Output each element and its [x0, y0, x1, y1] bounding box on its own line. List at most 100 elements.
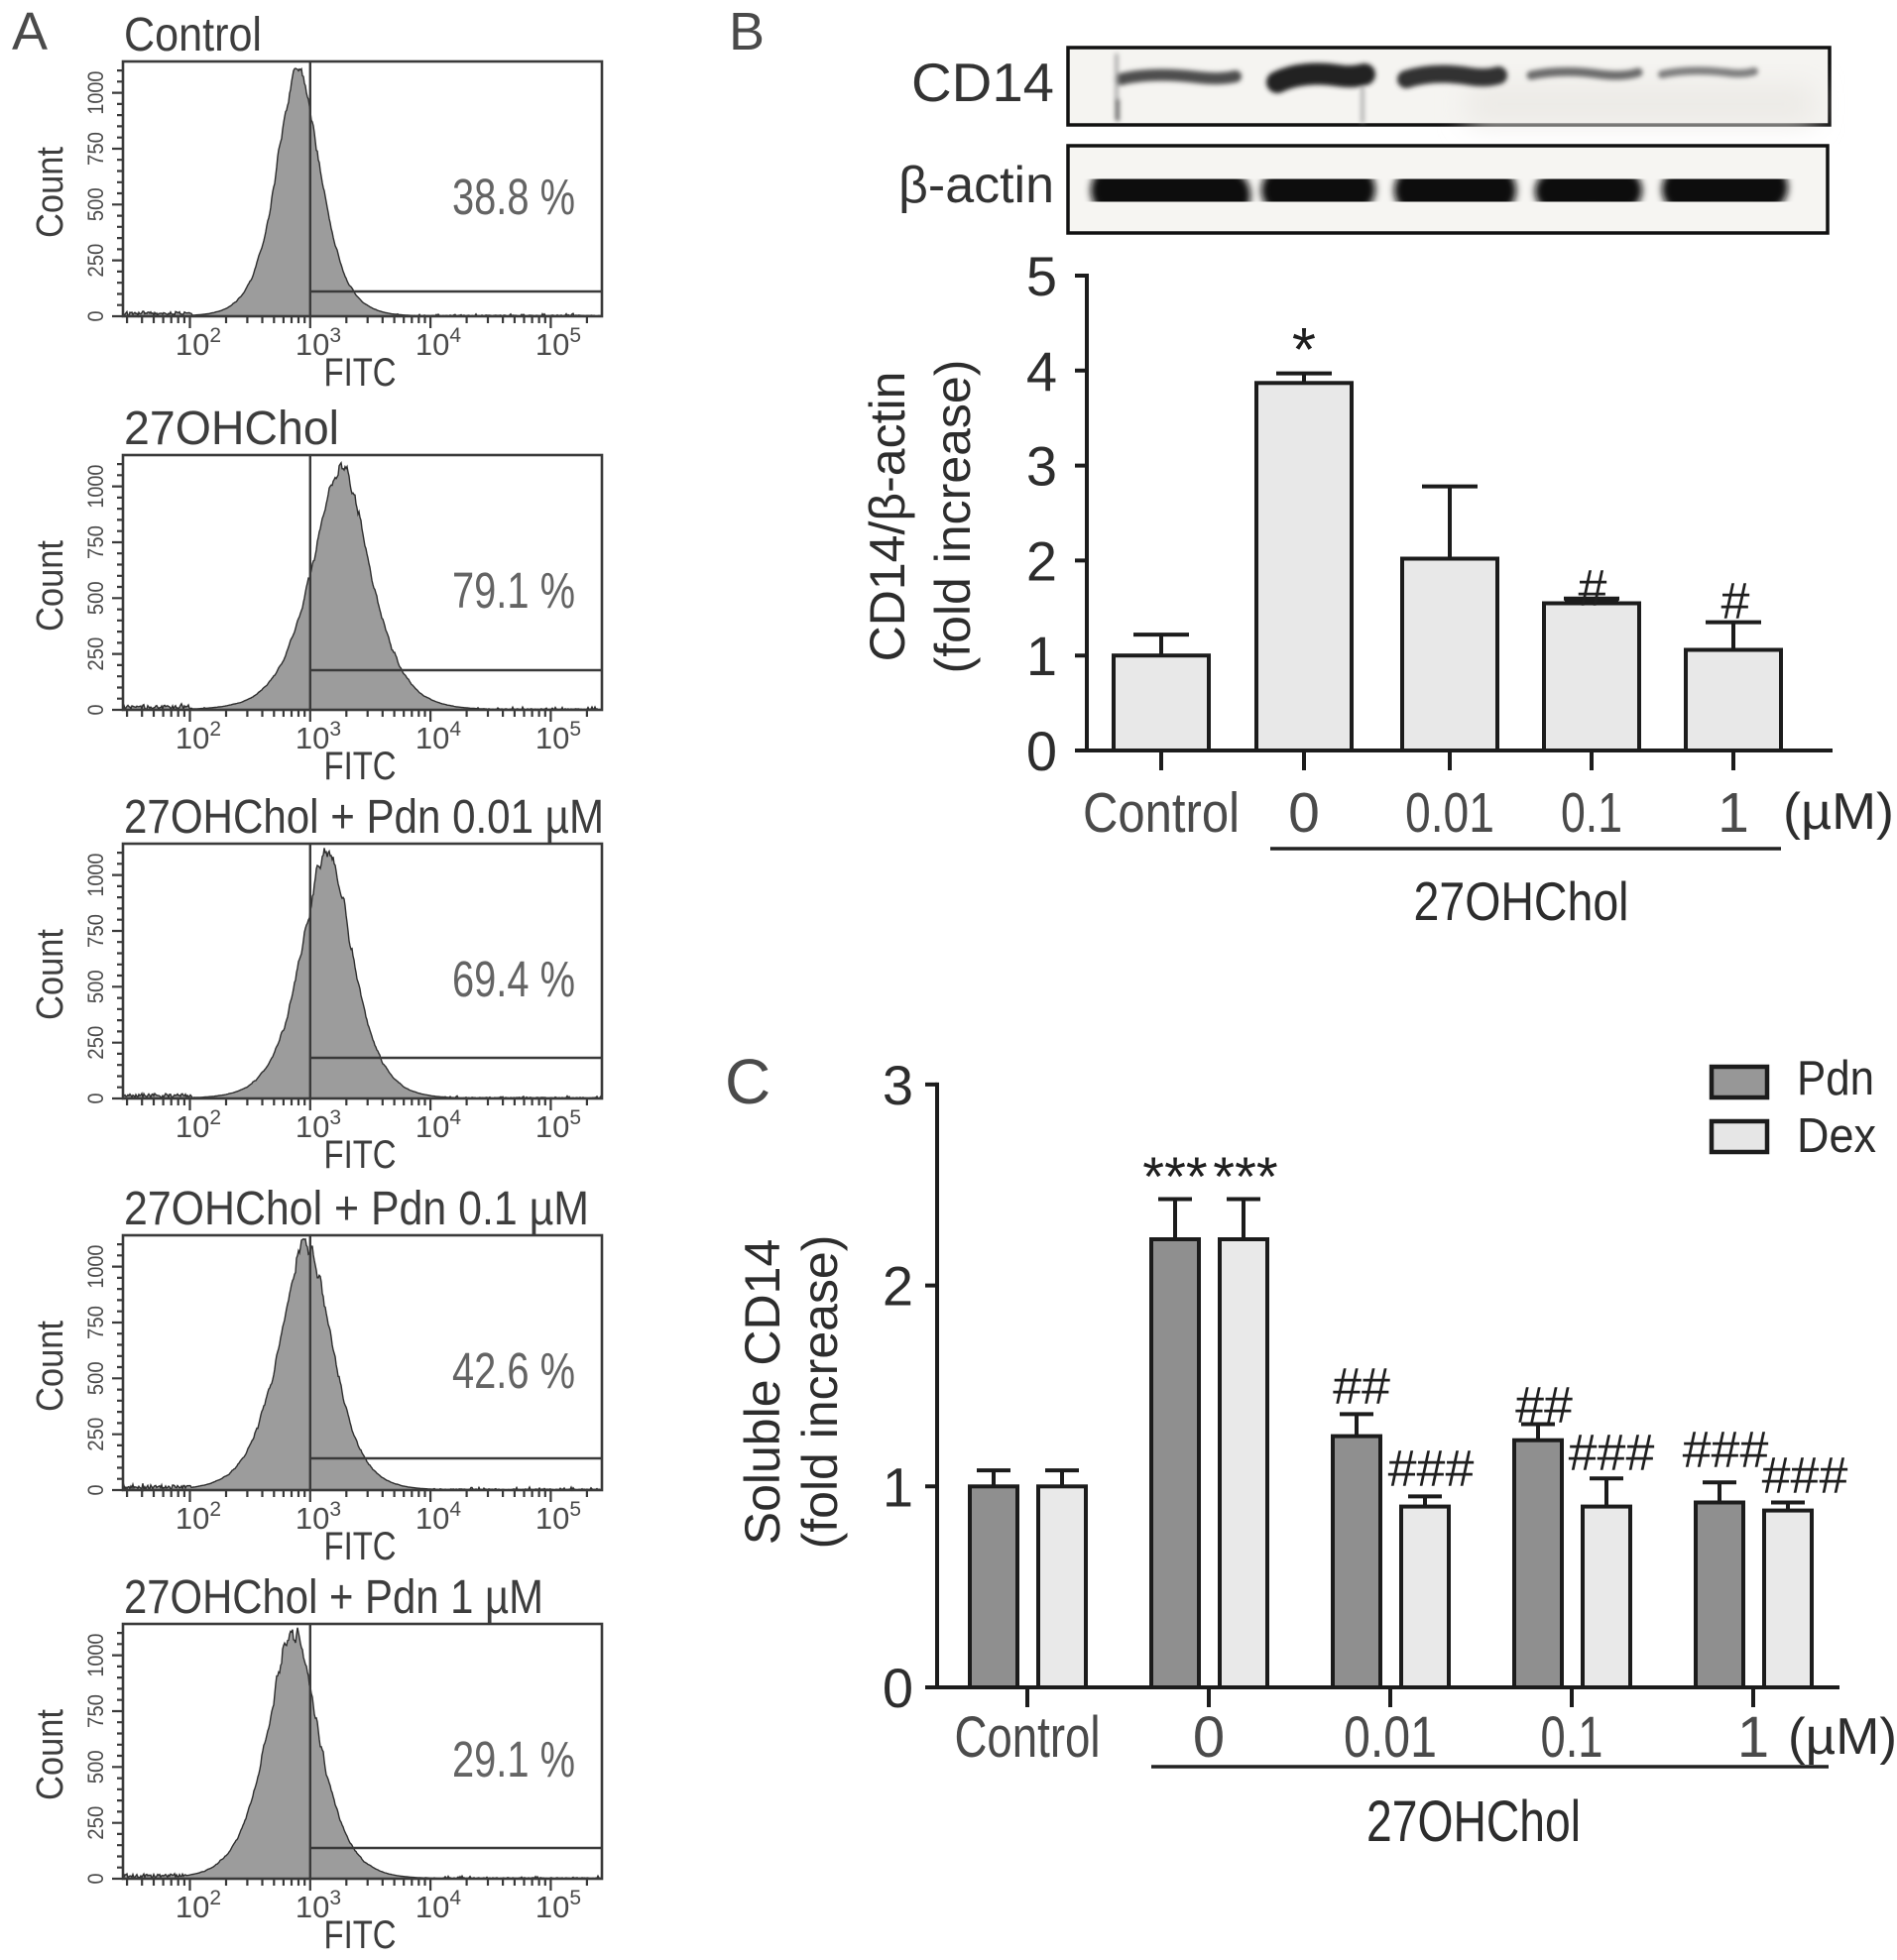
svg-text:103: 103	[296, 324, 341, 362]
svg-text:##: ##	[1515, 1377, 1573, 1435]
svg-text:(µM): (µM)	[1783, 783, 1894, 841]
svg-text:B: B	[729, 2, 765, 61]
svg-text:27OHChol: 27OHChol	[1414, 870, 1629, 932]
svg-text:5: 5	[1026, 245, 1057, 307]
svg-text:Count: Count	[30, 147, 71, 238]
svg-text:0: 0	[83, 1485, 108, 1496]
svg-text:104: 104	[415, 718, 461, 755]
svg-text:500: 500	[83, 581, 108, 615]
svg-text:4: 4	[1026, 340, 1057, 403]
svg-text:102: 102	[176, 1887, 221, 1924]
svg-text:1000: 1000	[83, 465, 108, 509]
svg-text:#: #	[1721, 573, 1750, 631]
svg-text:FITC: FITC	[324, 1133, 397, 1177]
svg-text:1000: 1000	[83, 1634, 108, 1677]
svg-text:0.1: 0.1	[1561, 781, 1622, 845]
svg-text:105: 105	[535, 1106, 581, 1144]
svg-text:102: 102	[176, 324, 221, 362]
svg-text:(fold increase): (fold increase)	[792, 1235, 848, 1550]
svg-text:250: 250	[83, 637, 108, 671]
svg-text:Count: Count	[30, 1321, 71, 1412]
svg-text:FITC: FITC	[324, 1525, 397, 1568]
svg-text:2: 2	[883, 1255, 913, 1318]
svg-text:750: 750	[83, 525, 108, 559]
svg-text:(fold increase): (fold increase)	[925, 360, 981, 674]
svg-text:3: 3	[883, 1054, 913, 1116]
svg-text:Control: Control	[955, 1705, 1101, 1770]
svg-text:250: 250	[83, 244, 108, 278]
svg-text:104: 104	[415, 324, 461, 362]
svg-text:#: #	[1579, 560, 1607, 618]
svg-text:##: ##	[1333, 1358, 1390, 1416]
svg-text:105: 105	[535, 718, 581, 755]
svg-text:Control: Control	[1083, 781, 1240, 845]
svg-text:###: ###	[1683, 1422, 1769, 1479]
svg-text:0.01: 0.01	[1405, 781, 1494, 845]
svg-text:C: C	[725, 1046, 771, 1117]
svg-text:Count: Count	[30, 1709, 71, 1800]
svg-text:0: 0	[83, 705, 108, 716]
svg-text:Pdn: Pdn	[1797, 1052, 1874, 1105]
svg-text:###: ###	[1569, 1425, 1655, 1482]
svg-text:102: 102	[176, 1106, 221, 1144]
svg-text:0: 0	[83, 1094, 108, 1104]
svg-text:Dex: Dex	[1797, 1109, 1876, 1163]
svg-text:27OHChol + Pdn 0.01 µM: 27OHChol + Pdn 0.01 µM	[124, 791, 604, 844]
svg-text:Count: Count	[30, 929, 71, 1020]
svg-text:Control: Control	[124, 9, 262, 61]
svg-text:102: 102	[176, 718, 221, 755]
svg-text:250: 250	[83, 1418, 108, 1451]
svg-text:FITC: FITC	[324, 351, 397, 395]
svg-text:***: ***	[1213, 1145, 1277, 1208]
svg-text:79.1 %: 79.1 %	[452, 562, 575, 619]
svg-text:500: 500	[83, 1361, 108, 1395]
svg-text:27OHChol: 27OHChol	[124, 403, 339, 455]
svg-text:42.6 %: 42.6 %	[452, 1342, 575, 1399]
svg-text:27OHChol + Pdn 0.1 µM: 27OHChol + Pdn 0.1 µM	[124, 1183, 589, 1235]
svg-text:500: 500	[83, 187, 108, 221]
svg-text:1000: 1000	[83, 854, 108, 897]
svg-text:***: ***	[1142, 1145, 1207, 1208]
svg-text:0: 0	[1288, 781, 1320, 845]
svg-text:102: 102	[176, 1498, 221, 1536]
svg-text:CD14/β-actin: CD14/β-actin	[860, 372, 915, 662]
svg-text:(µM): (µM)	[1788, 1708, 1897, 1766]
svg-text:1: 1	[1737, 1705, 1769, 1770]
svg-text:104: 104	[415, 1887, 461, 1924]
svg-text:β-actin: β-actin	[898, 157, 1054, 214]
svg-text:###: ###	[1762, 1447, 1848, 1505]
svg-text:750: 750	[83, 132, 108, 166]
svg-text:###: ###	[1388, 1441, 1475, 1498]
svg-text:A: A	[12, 2, 48, 61]
svg-text:CD14: CD14	[911, 52, 1054, 113]
svg-text:0: 0	[1026, 720, 1057, 782]
svg-text:1: 1	[1718, 781, 1749, 845]
svg-text:105: 105	[535, 324, 581, 362]
svg-text:0: 0	[1193, 1705, 1225, 1770]
svg-text:0: 0	[83, 311, 108, 322]
svg-text:750: 750	[83, 1306, 108, 1339]
svg-text:105: 105	[535, 1498, 581, 1536]
svg-text:750: 750	[83, 1694, 108, 1728]
svg-text:0: 0	[883, 1657, 913, 1719]
svg-text:27OHChol + Pdn 1 µM: 27OHChol + Pdn 1 µM	[124, 1571, 543, 1624]
svg-text:103: 103	[296, 718, 341, 755]
svg-text:1000: 1000	[83, 71, 108, 115]
svg-text:500: 500	[83, 1750, 108, 1784]
svg-text:104: 104	[415, 1498, 461, 1536]
svg-text:750: 750	[83, 914, 108, 948]
svg-text:0: 0	[83, 1874, 108, 1885]
svg-text:27OHChol: 27OHChol	[1366, 1789, 1581, 1854]
svg-text:*: *	[1292, 316, 1316, 385]
svg-text:FITC: FITC	[324, 1913, 397, 1957]
svg-text:104: 104	[415, 1106, 461, 1144]
svg-text:38.8 %: 38.8 %	[452, 169, 575, 225]
svg-text:Soluble CD14: Soluble CD14	[735, 1239, 790, 1546]
svg-text:250: 250	[83, 1806, 108, 1840]
svg-text:1000: 1000	[83, 1245, 108, 1289]
svg-text:1: 1	[1026, 625, 1057, 687]
svg-text:FITC: FITC	[324, 745, 397, 788]
svg-text:105: 105	[535, 1887, 581, 1924]
svg-text:1: 1	[883, 1455, 913, 1518]
svg-text:500: 500	[83, 970, 108, 1003]
